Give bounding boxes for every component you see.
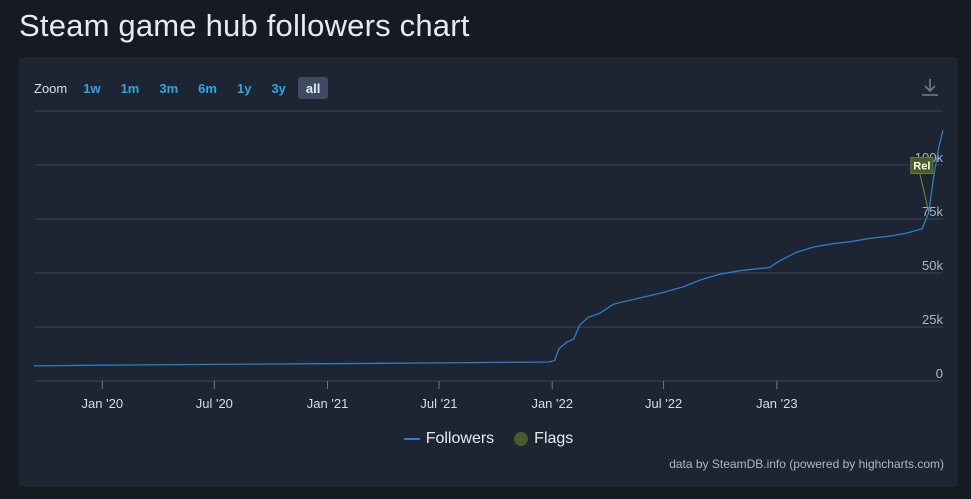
flag-dot-icon xyxy=(514,432,529,446)
zoom-1m-button[interactable]: 1m xyxy=(113,77,148,99)
y-tick-label: 75k xyxy=(922,204,943,219)
x-tick-label: Jul '21 xyxy=(420,396,457,411)
chart-panel: Zoom 1w 1m 3m 6m 1y 3y all 025k50k75k100… xyxy=(19,57,958,487)
zoom-1y-button[interactable]: 1y xyxy=(229,77,259,99)
chart-credits[interactable]: data by SteamDB.info (powered by highcha… xyxy=(669,457,944,471)
zoom-6m-button[interactable]: 6m xyxy=(190,77,225,99)
download-icon[interactable] xyxy=(920,77,940,99)
zoom-bar: Zoom 1w 1m 3m 6m 1y 3y all xyxy=(34,77,332,99)
x-tick-label: Jan '21 xyxy=(307,396,349,411)
y-tick-label: 25k xyxy=(922,312,943,327)
y-tick-label: 0 xyxy=(936,366,943,381)
x-tick-label: Jul '22 xyxy=(645,396,682,411)
zoom-3m-button[interactable]: 3m xyxy=(151,77,186,99)
legend-item-followers[interactable]: Followers xyxy=(403,430,495,448)
legend-followers-label: Followers xyxy=(425,430,495,447)
zoom-1w-button[interactable]: 1w xyxy=(75,77,108,99)
legend-flags-label: Flags xyxy=(534,430,574,447)
x-tick-label: Jan '22 xyxy=(531,396,573,411)
flag-connector xyxy=(919,173,930,213)
zoom-all-button[interactable]: all xyxy=(297,77,329,99)
zoom-label: Zoom xyxy=(34,80,68,96)
legend: Followers Flags xyxy=(19,430,958,448)
flag-marker xyxy=(910,157,934,175)
flag-label: Rel xyxy=(913,161,930,173)
x-tick-label: Jul '20 xyxy=(196,396,233,411)
zoom-3y-button[interactable]: 3y xyxy=(263,77,293,99)
x-tick-label: Jan '20 xyxy=(82,396,124,411)
followers-series-line xyxy=(33,130,944,367)
followers-line-icon xyxy=(403,438,420,440)
x-tick-label: Jan '23 xyxy=(756,396,798,411)
y-tick-label: 50k xyxy=(922,258,943,273)
page-title: Steam game hub followers chart xyxy=(19,8,470,43)
legend-item-flags[interactable]: Flags xyxy=(514,430,573,448)
